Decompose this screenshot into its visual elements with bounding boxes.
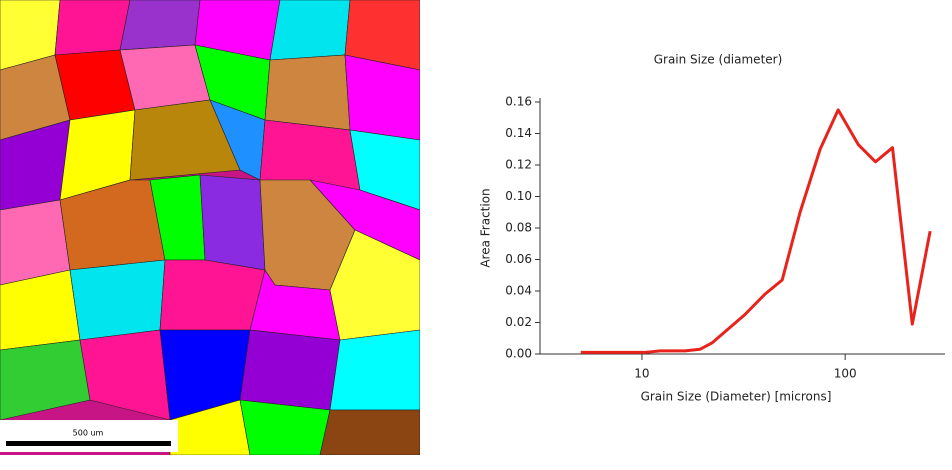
grain xyxy=(309,179,420,261)
grain xyxy=(329,329,420,411)
scale-bar-box xyxy=(0,420,178,452)
chart-title: Grain Size (diameter) xyxy=(654,53,783,67)
y-tick-label: 0.08 xyxy=(505,221,532,235)
scale-bar-label: 500 um xyxy=(73,429,104,438)
x-axis-label: Grain Size (Diameter) [microns] xyxy=(641,390,832,404)
grain-map: 500 um xyxy=(0,0,420,455)
x-tick-label: 100 xyxy=(834,367,857,381)
y-tick-label: 0.12 xyxy=(505,158,532,172)
y-tick-label: 0.00 xyxy=(505,347,532,361)
y-axis-label: Area Fraction xyxy=(479,188,493,267)
x-tick-label: 10 xyxy=(634,367,649,381)
data-line xyxy=(580,108,932,354)
grain xyxy=(319,409,420,455)
grain xyxy=(344,54,420,141)
grain xyxy=(239,399,331,455)
scale-bar xyxy=(6,441,171,446)
y-tick-label: 0.02 xyxy=(505,315,532,329)
y-tick-label: 0.16 xyxy=(505,95,532,109)
grain xyxy=(349,129,420,211)
y-tick-label: 0.06 xyxy=(505,252,532,266)
y-tick-label: 0.04 xyxy=(505,284,532,298)
grain xyxy=(329,229,420,341)
grain xyxy=(344,0,420,71)
y-tick-label: 0.10 xyxy=(505,189,532,203)
y-tick-label: 0.14 xyxy=(505,126,532,140)
